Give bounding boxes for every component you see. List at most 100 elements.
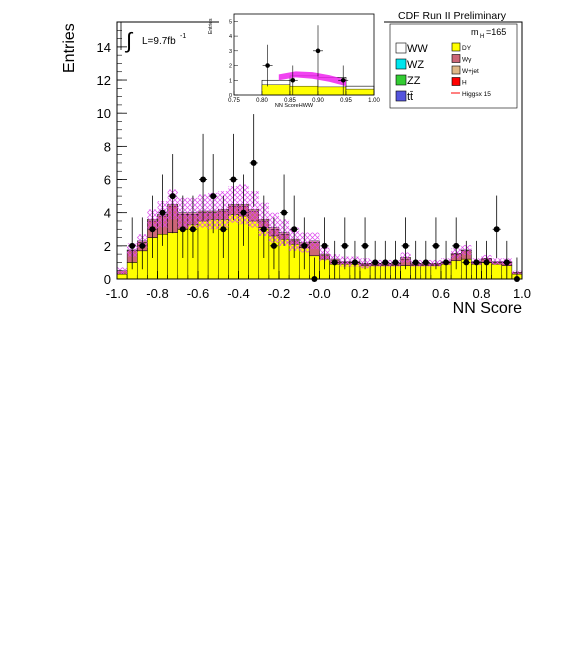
inset-bar-dy-2	[289, 85, 319, 96]
luminosity-exponent: -1	[180, 33, 186, 40]
data-point-32	[452, 217, 461, 270]
uncertainty-bin-19	[309, 232, 320, 250]
experiment-label: CDF Run II Preliminary	[398, 10, 507, 22]
inset-plot-frame	[233, 13, 375, 96]
bar-DY-0	[116, 273, 128, 280]
data-point-3	[158, 174, 167, 246]
y-tick-label-1: 2	[104, 239, 111, 254]
inset-y-tick-label-2: 2	[229, 64, 232, 70]
legend-swatch	[451, 42, 461, 52]
uncertainty-bin-13	[248, 191, 259, 228]
legend-label: Wγ	[462, 57, 472, 64]
inset-x-tick-label-2: 0.85	[284, 98, 296, 104]
x-tick-label-4: -0.2	[268, 286, 290, 301]
legend-entry-8: Higgsx 15	[451, 91, 491, 98]
data-point-22	[350, 240, 359, 279]
main-x-axis: -1.0 -0.8 -0.6 -0.4 -0.2 -0.0 0.2 0.4 0.6 0.8 1.0	[106, 271, 531, 301]
data-point-16	[290, 195, 299, 258]
uncertainty-bin-0	[117, 267, 128, 275]
x-tick-label-8: 0.6	[432, 286, 450, 301]
bar-DY-8	[197, 220, 209, 280]
inset-data-point-2	[313, 25, 323, 77]
legend: m H =165 WW WZ ZZ tt̄ DY Wγ W+jet H Higgsx 15	[389, 23, 518, 109]
inset-y-tick-label-5: 5	[229, 19, 232, 25]
inset-x-tick-label-4: 0.95	[340, 98, 352, 104]
legend-label: WW	[407, 43, 428, 55]
x-tick-label-0: -1.0	[106, 286, 128, 301]
data-point-10	[229, 133, 238, 221]
data-point-7	[199, 133, 208, 221]
data-point-0	[128, 217, 137, 270]
main-x-axis-label: NN Score	[453, 300, 522, 317]
legend-swatch	[395, 74, 407, 86]
legend-label: Higgsx 15	[462, 91, 491, 98]
inset-x-tick-label-0: 0.75	[228, 98, 240, 104]
legend-label: H	[462, 80, 467, 87]
main-data-points	[128, 114, 521, 282]
y-tick-label-5: 10	[97, 106, 111, 121]
inset-data-point-1	[287, 65, 298, 95]
bar-DY-5	[167, 232, 178, 280]
x-tick-label-7: 0.4	[391, 286, 409, 301]
uncertainty-bin-37	[491, 258, 502, 265]
data-point-12	[249, 114, 258, 207]
data-point-1	[138, 217, 147, 270]
main-y-axis-label: Entries	[61, 23, 78, 73]
inset-bar-dy-1	[261, 84, 291, 96]
legend-label: W+jet	[462, 68, 479, 75]
y-tick-label-7: 14	[97, 40, 111, 55]
y-tick-label-3: 6	[104, 173, 111, 188]
legend-entry-2: ZZ	[395, 74, 421, 87]
x-tick-label-5: -0.0	[308, 286, 330, 301]
x-tick-label-9: 0.8	[472, 286, 490, 301]
data-point-34	[472, 240, 481, 279]
data-point-20	[330, 240, 339, 279]
y-tick-label-6: 12	[97, 73, 111, 88]
legend-swatch	[395, 42, 407, 54]
bar-DY-11	[228, 214, 239, 280]
data-point-13	[259, 195, 268, 258]
data-point-14	[269, 217, 278, 270]
legend-swatch	[451, 65, 461, 75]
data-point-24	[371, 240, 380, 279]
data-point-36	[492, 195, 501, 258]
legend-entry-4: DY	[451, 42, 472, 52]
inset-x-tick-label-3: 0.90	[312, 98, 324, 104]
data-point-29	[421, 240, 430, 279]
data-point-37	[502, 240, 511, 279]
inset-bar-dy-4	[345, 88, 375, 96]
y-tick-label-4: 8	[104, 139, 111, 154]
inset-y-tick-label-1: 1	[229, 78, 232, 84]
inset-y-tick-label-0: 0	[229, 93, 232, 99]
y-tick-label-2: 4	[104, 206, 111, 221]
legend-entry-7: H	[451, 77, 467, 87]
data-point-28	[411, 240, 420, 279]
legend-mass-label: m	[471, 27, 479, 37]
luminosity-label: ∫ L=9.7fb -1	[120, 21, 195, 53]
data-point-5	[178, 195, 187, 258]
data-point-15	[280, 174, 289, 246]
main-y-axis: 0 2 4 6 8 10 12 14	[97, 29, 127, 287]
legend-column-1: WW WZ ZZ tt̄	[395, 42, 428, 103]
experiment-label-box: CDF Run II Preliminary	[390, 10, 515, 23]
bar-DY-13	[248, 220, 259, 280]
data-point-26	[391, 240, 400, 279]
inset-x-tick-label-5: 1.00	[368, 98, 380, 104]
inset-x-tick-label-1: 0.80	[256, 98, 268, 104]
inset-data-points	[262, 25, 349, 95]
inset-y-axis: 0 1 2 3 4 5	[229, 19, 238, 99]
legend-mass-value: =165	[486, 27, 506, 37]
x-tick-label-2: -0.6	[187, 286, 209, 301]
legend-swatch	[395, 58, 407, 70]
data-point-38	[512, 257, 521, 282]
legend-swatch	[451, 77, 461, 86]
legend-swatch	[451, 54, 461, 63]
data-point-35	[482, 240, 491, 279]
data-point-6	[188, 195, 197, 258]
legend-label: ZZ	[407, 75, 421, 87]
inset-y-axis-label: Entries	[208, 18, 214, 34]
data-point-2	[148, 195, 157, 258]
data-point-4	[168, 154, 177, 234]
